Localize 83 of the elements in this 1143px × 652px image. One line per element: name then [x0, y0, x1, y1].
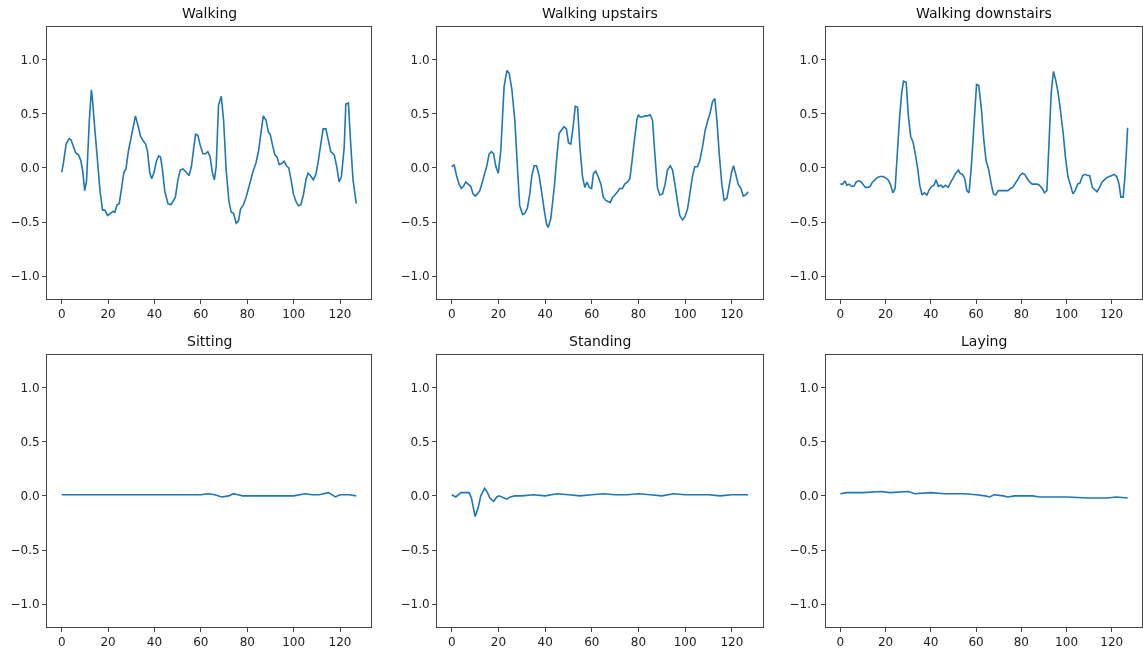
y-tick-label: 1.0: [20, 380, 40, 395]
x-tick-label: 100: [282, 635, 306, 650]
chart-title: Walking downstairs: [916, 5, 1052, 21]
x-tick-label: 120: [328, 307, 352, 322]
y-tick-label: 0.0: [410, 161, 430, 176]
x-tick-label: 120: [1100, 635, 1124, 650]
y-tick-label: 0.0: [20, 161, 40, 176]
x-tick-label: 20: [490, 307, 507, 322]
y-tick-label: 0.0: [799, 489, 819, 504]
x-tick-label: 80: [1013, 307, 1029, 322]
x-tick-label: 80: [239, 635, 255, 650]
x-tick-label: 100: [673, 635, 697, 650]
y-tick-label: 0.5: [799, 434, 819, 449]
x-tick-label: 80: [239, 307, 255, 322]
x-tick-label: 20: [100, 307, 116, 322]
x-tick-label: 20: [490, 635, 507, 650]
y-tick-label: −0.5: [400, 215, 430, 230]
y-tick-label: 0.5: [799, 106, 819, 121]
y-tick-label: 0.0: [799, 161, 819, 176]
x-tick-label: 0: [57, 307, 66, 322]
x-tick-label: 60: [584, 635, 600, 650]
line-series: [451, 69, 749, 229]
x-tick-label: 40: [537, 635, 553, 650]
y-tick-label: 0.0: [20, 489, 40, 504]
x-tick-label: 40: [146, 307, 163, 322]
y-tick-label: 0.5: [20, 106, 40, 121]
y-tick-label: 1.0: [410, 52, 430, 67]
y-tick-label: −1.0: [789, 269, 819, 284]
y-tick-label: 0.5: [410, 106, 430, 121]
x-tick-label: 20: [877, 307, 894, 322]
x-tick-label: 20: [877, 635, 894, 650]
y-tick-label: 1.0: [799, 380, 819, 395]
y-tick-label: 0.5: [20, 434, 40, 449]
x-tick-label: 100: [1055, 307, 1079, 322]
chart-title: Laying: [961, 333, 1008, 349]
y-tick-label: −0.5: [10, 215, 40, 230]
y-tick-label: −1.0: [10, 597, 40, 612]
x-tick-label: 120: [328, 635, 352, 650]
y-tick-label: −1.0: [10, 269, 40, 284]
x-tick-label: 60: [584, 307, 600, 322]
chart-title: Sitting: [187, 333, 233, 349]
y-tick-label: −0.5: [789, 215, 819, 230]
x-tick-label: 60: [968, 635, 984, 650]
x-tick-label: 100: [673, 307, 697, 322]
x-tick-label: 120: [720, 307, 744, 322]
y-tick-label: 1.0: [410, 380, 430, 395]
x-tick-label: 0: [57, 635, 66, 650]
x-tick-label: 80: [630, 635, 647, 650]
chart-title: Standing: [569, 333, 632, 349]
x-tick-label: 60: [193, 635, 209, 650]
chart-title: Walking: [182, 5, 238, 21]
x-tick-label: 20: [100, 635, 116, 650]
x-tick-label: 0: [448, 307, 456, 322]
line-series: [839, 70, 1129, 198]
y-tick-label: −1.0: [400, 269, 430, 284]
y-tick-label: −1.0: [789, 597, 819, 612]
y-tick-label: 1.0: [20, 52, 40, 67]
x-tick-label: 120: [1100, 307, 1124, 322]
line-series: [60, 89, 358, 224]
x-tick-label: 100: [1055, 635, 1079, 650]
y-tick-label: 1.0: [799, 52, 819, 67]
x-tick-label: 120: [720, 635, 744, 650]
x-tick-label: 40: [537, 307, 553, 322]
y-tick-label: 0.5: [410, 434, 430, 449]
y-tick-label: −0.5: [400, 543, 430, 558]
x-tick-label: 100: [282, 307, 306, 322]
x-tick-label: 80: [630, 307, 647, 322]
x-tick-label: 60: [968, 307, 984, 322]
x-tick-label: 0: [836, 635, 845, 650]
x-tick-label: 40: [923, 307, 939, 322]
y-tick-label: 0.0: [410, 489, 430, 504]
line-series: [451, 487, 749, 518]
x-tick-label: 60: [193, 307, 209, 322]
line-series: [839, 490, 1129, 499]
chart-title: Walking upstairs: [542, 5, 658, 21]
x-tick-label: 40: [923, 635, 939, 650]
y-tick-label: −0.5: [10, 543, 40, 558]
x-tick-label: 40: [146, 635, 163, 650]
x-tick-label: 0: [448, 635, 456, 650]
x-tick-label: 0: [836, 307, 845, 322]
x-tick-label: 80: [1013, 635, 1029, 650]
y-tick-label: −0.5: [789, 543, 819, 558]
y-tick-label: −1.0: [400, 597, 430, 612]
